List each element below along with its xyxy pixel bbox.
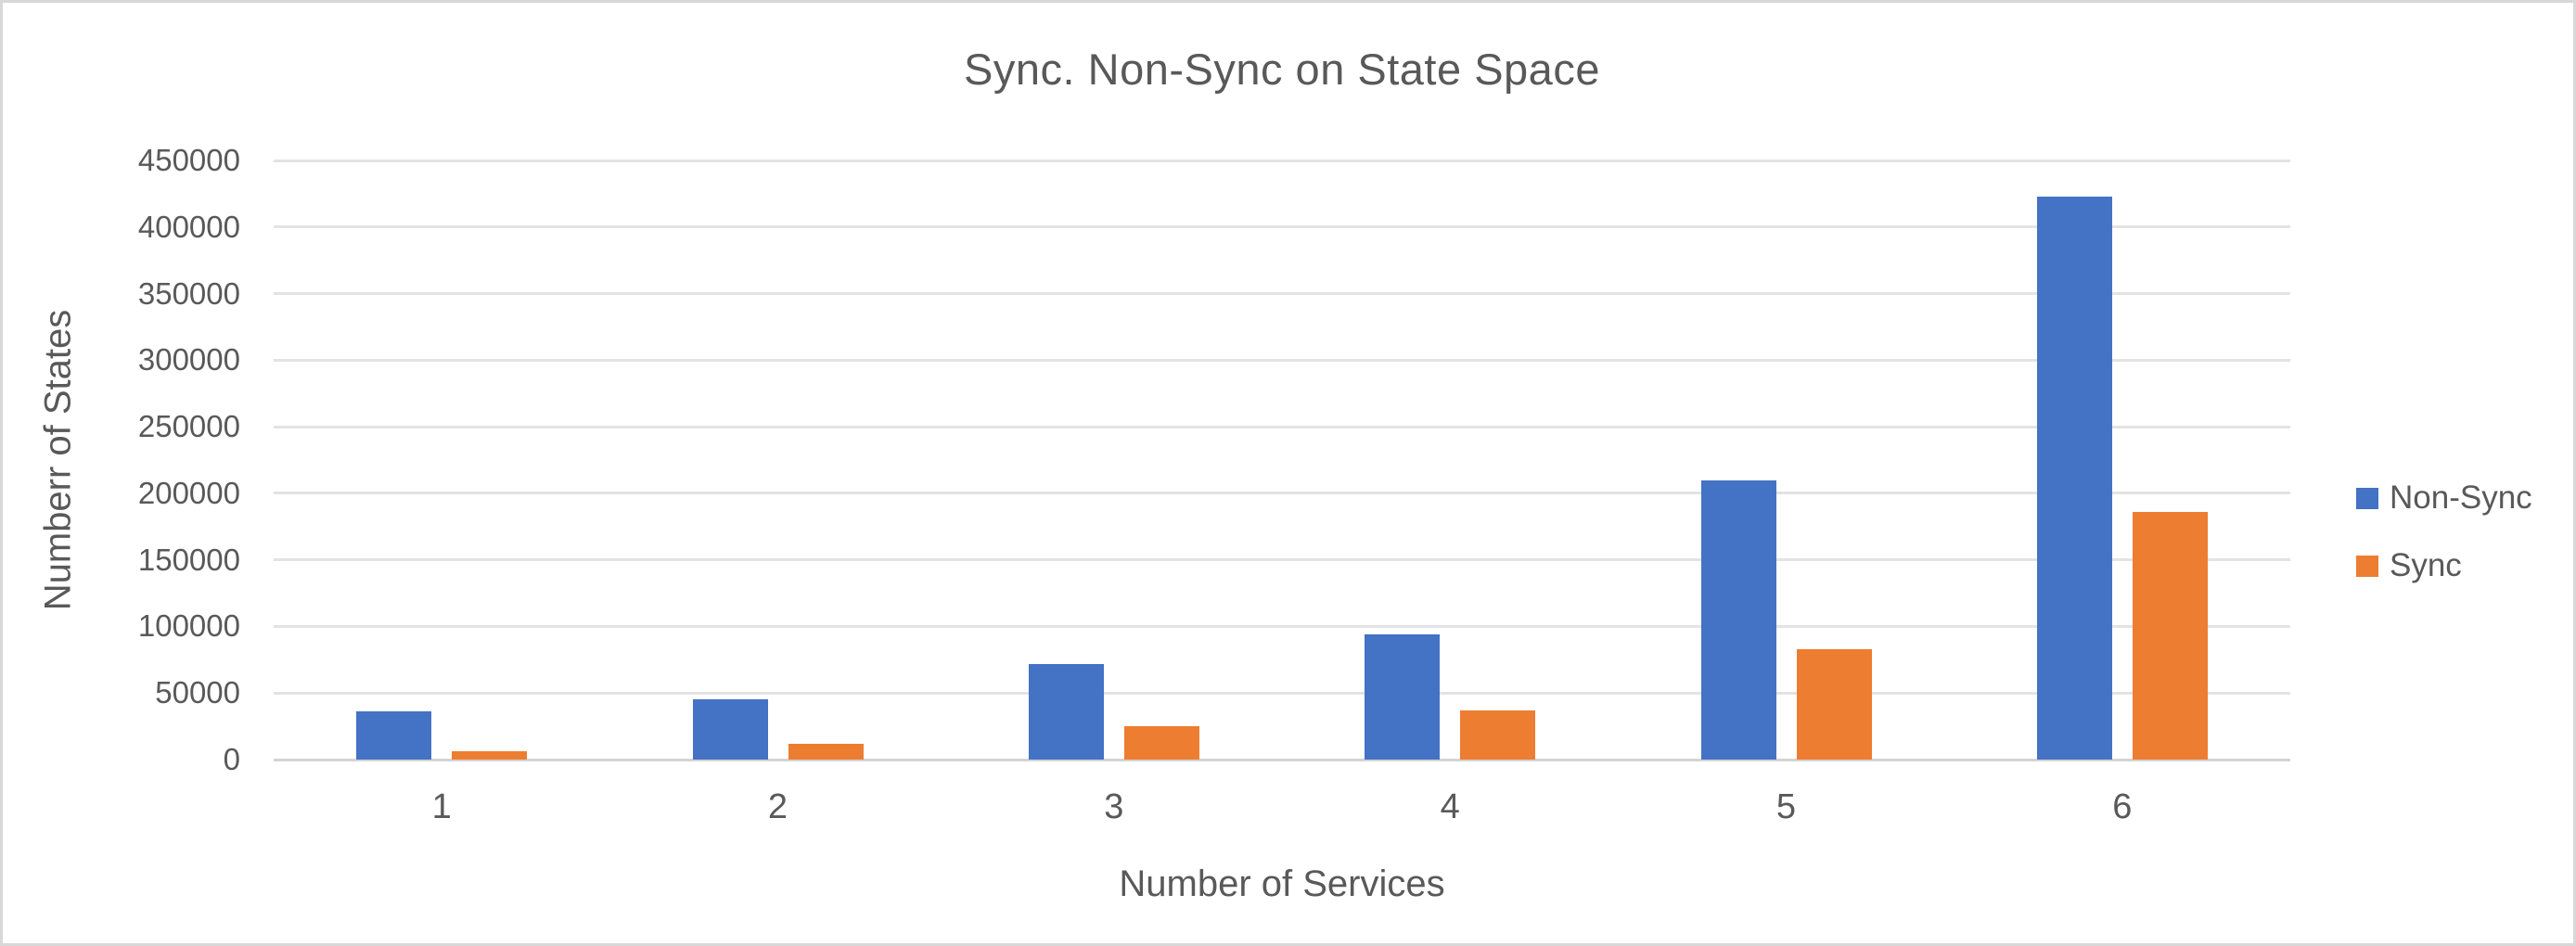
x-tick-label-1: 1: [431, 787, 452, 826]
x-axis-line: [274, 758, 2290, 761]
y-tick-label-300000: 300000: [137, 342, 240, 377]
gridline-100000: [274, 624, 2290, 628]
gridline-300000: [274, 358, 2290, 362]
y-tick-label-250000: 250000: [137, 409, 240, 444]
x-tick-label-4: 4: [1440, 787, 1460, 826]
x-tick-label-2: 2: [767, 787, 788, 826]
y-tick-label-0: 0: [223, 742, 240, 776]
y-tick-label-400000: 400000: [137, 209, 240, 244]
bar-non-sync-2: [692, 698, 768, 760]
y-tick-label-50000: 50000: [155, 675, 240, 710]
bar-non-sync-1: [356, 710, 432, 760]
bar-non-sync-3: [1028, 663, 1104, 760]
bar-sync-6: [2132, 511, 2208, 760]
legend-swatch-icon: [2356, 487, 2378, 509]
bar-sync-4: [1460, 710, 1536, 760]
legend-label: Sync: [2390, 547, 2462, 583]
gridline-350000: [274, 292, 2290, 296]
gridline-200000: [274, 492, 2290, 495]
legend-item-non-sync: Non-Sync: [2356, 479, 2532, 517]
legend-label: Non-Sync: [2390, 479, 2532, 516]
x-tick-label-5: 5: [1775, 787, 1797, 826]
gridline-50000: [274, 691, 2290, 695]
y-tick-label-200000: 200000: [137, 475, 240, 510]
y-tick-label-450000: 450000: [137, 143, 240, 177]
bar-sync-1: [452, 751, 528, 760]
gridline-450000: [274, 159, 2290, 162]
legend-swatch-icon: [2356, 555, 2378, 577]
bar-sync-3: [1123, 726, 1199, 760]
gridline-150000: [274, 558, 2290, 562]
bar-non-sync-6: [2036, 196, 2112, 760]
x-tick-label-6: 6: [2112, 787, 2133, 826]
bar-sync-2: [788, 743, 864, 760]
bar-non-sync-4: [1365, 634, 1441, 760]
y-tick-label-100000: 100000: [137, 608, 240, 644]
gridline-400000: [274, 225, 2290, 229]
x-axis-title: Number of Services: [1119, 863, 1445, 904]
legend-item-sync: Sync: [2356, 547, 2532, 584]
chart-title: Sync. Non-Sync on State Space: [964, 45, 1600, 94]
y-tick-label-150000: 150000: [137, 542, 240, 577]
x-tick-label-3: 3: [1104, 787, 1124, 826]
legend: Non-Sync Sync: [2356, 479, 2532, 615]
y-tick-label-350000: 350000: [137, 275, 240, 311]
gridline-250000: [274, 425, 2290, 428]
plot-area: [274, 159, 2290, 761]
bar-sync-5: [1796, 648, 1872, 760]
bar-non-sync-5: [1700, 479, 1776, 760]
